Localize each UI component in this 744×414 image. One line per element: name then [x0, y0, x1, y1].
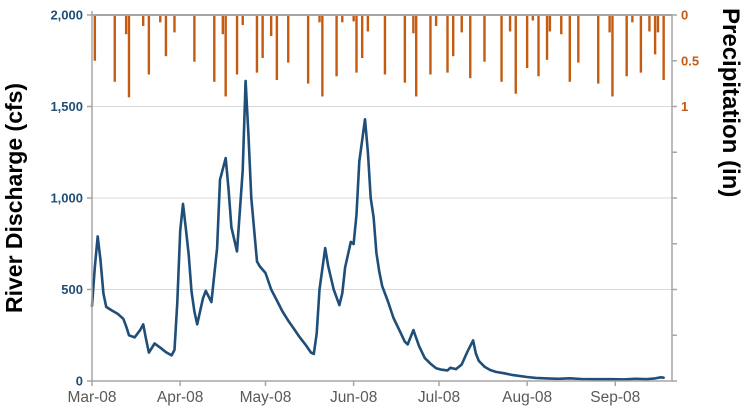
precip-bar	[514, 15, 517, 94]
right-axis-title: Precipitation (in)	[717, 8, 744, 198]
precip-bar	[429, 15, 432, 75]
precip-bar	[93, 15, 97, 61]
precip-bar	[213, 15, 216, 82]
precip-bar	[611, 15, 614, 97]
x-axis-tick-label: Aug-08	[502, 389, 552, 406]
precip-bar	[124, 15, 128, 35]
precip-bar	[568, 15, 571, 82]
precip-bar	[141, 15, 145, 26]
precip-bar	[341, 15, 344, 23]
precip-bar	[147, 15, 151, 75]
precip-bar	[608, 15, 611, 33]
x-axis-tick-label: Jul-08	[418, 389, 460, 406]
precip-bar	[662, 15, 665, 80]
precip-bar	[366, 15, 370, 32]
precip-bar	[261, 15, 264, 59]
precip-bar	[508, 15, 512, 32]
precip-bar	[164, 15, 168, 57]
precip-bar	[597, 15, 600, 84]
precip-bar	[537, 15, 540, 77]
precip-bar	[127, 15, 131, 98]
precip-bar	[545, 15, 549, 60]
precip-bar	[221, 15, 225, 35]
precip-bar	[287, 15, 290, 63]
precip-bar	[241, 15, 244, 26]
precip-bar	[653, 15, 657, 55]
precip-bar	[656, 15, 660, 33]
precip-bar	[255, 15, 259, 73]
left-axis-tick-label: 0	[76, 374, 83, 389]
precip-bar	[355, 15, 358, 73]
precip-bar	[648, 15, 651, 32]
precip-bar	[525, 15, 529, 69]
precip-bar	[631, 15, 634, 23]
precip-bar	[306, 15, 310, 84]
right-axis-tick-label: 0	[681, 8, 688, 23]
precip-bar	[403, 15, 407, 83]
x-axis-tick-label: Apr-08	[157, 389, 204, 406]
precip-bar	[321, 15, 324, 97]
precip-bar	[224, 15, 227, 97]
precip-bar	[193, 15, 196, 62]
precip-bar	[269, 15, 273, 37]
x-axis-tick-label: May-08	[240, 389, 292, 406]
precip-bar	[335, 15, 338, 77]
x-axis-tick-label: Sep-08	[590, 389, 640, 406]
x-axis-tick-label: Jun-08	[330, 389, 377, 406]
precip-bar	[469, 15, 472, 79]
precip-bar	[235, 15, 239, 75]
precip-bar	[639, 15, 643, 73]
precip-bar	[415, 15, 418, 97]
precip-bar	[318, 15, 321, 23]
x-axis-tick-label: Mar-08	[67, 389, 116, 406]
precip-bar	[159, 15, 162, 23]
precip-bar	[113, 15, 116, 82]
right-axis-tick-label: 1	[681, 99, 688, 114]
precip-bar	[548, 15, 552, 32]
precip-bar	[483, 15, 486, 62]
left-axis-tick-label: 1,000	[50, 191, 83, 206]
left-axis-tick-label: 500	[61, 282, 83, 297]
precip-bar	[383, 15, 387, 75]
left-axis-title: River Discharge (cfs)	[1, 82, 27, 314]
left-axis-tick-label: 1,500	[50, 99, 83, 114]
precip-bar	[451, 15, 455, 57]
precip-bar	[577, 15, 580, 63]
precip-bar	[352, 15, 355, 22]
right-axis-tick-label: 0.5	[681, 53, 699, 68]
precip-bar	[531, 15, 535, 21]
precip-bar	[500, 15, 503, 82]
precip-bar	[360, 15, 364, 59]
precip-bar	[460, 15, 463, 33]
discharge-line	[90, 79, 665, 381]
left-axis-tick-label: 2,000	[50, 8, 83, 23]
precip-bar	[446, 15, 449, 73]
precip-bar	[625, 15, 628, 77]
precip-bar	[560, 15, 563, 35]
precip-bar	[434, 15, 438, 26]
precip-bar	[275, 15, 279, 80]
precip-bar	[173, 15, 176, 33]
precip-bar	[412, 15, 415, 34]
